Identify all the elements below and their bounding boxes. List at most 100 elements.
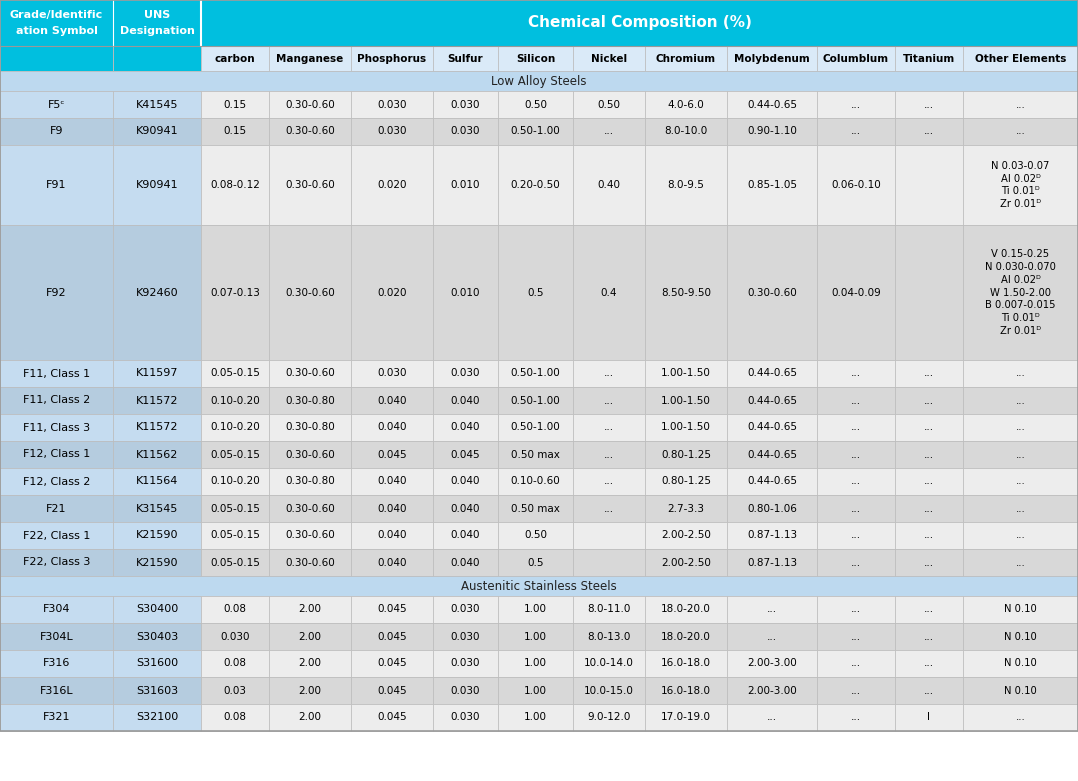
Text: ...: ... — [924, 369, 934, 379]
Bar — [0, 495, 113, 522]
Text: l: l — [927, 712, 930, 722]
Text: 0.040: 0.040 — [451, 504, 481, 513]
Text: ...: ... — [1015, 558, 1025, 568]
Text: 0.30-0.60: 0.30-0.60 — [285, 287, 335, 298]
Text: 0.045: 0.045 — [377, 604, 406, 615]
Bar — [113, 360, 201, 387]
Bar — [270, 650, 351, 677]
Bar — [351, 145, 433, 225]
Text: 0.06-0.10: 0.06-0.10 — [831, 180, 881, 190]
Bar — [270, 704, 351, 731]
Text: Grade/Identific: Grade/Identific — [10, 9, 103, 20]
Text: K90941: K90941 — [136, 180, 178, 190]
Text: 0.30-0.80: 0.30-0.80 — [285, 395, 335, 405]
Text: 0.030: 0.030 — [451, 658, 481, 669]
Bar — [113, 225, 201, 360]
Text: 1.00: 1.00 — [524, 712, 547, 722]
Text: Designation: Designation — [120, 27, 194, 36]
Text: 0.040: 0.040 — [451, 476, 481, 487]
Text: Other Elements: Other Elements — [975, 54, 1066, 63]
Text: 0.50: 0.50 — [524, 530, 547, 540]
Text: 0.30-0.60: 0.30-0.60 — [285, 99, 335, 109]
Text: 0.50: 0.50 — [597, 99, 621, 109]
Bar — [817, 387, 895, 414]
Text: 2.00-3.00: 2.00-3.00 — [747, 686, 797, 696]
Bar — [113, 118, 201, 145]
Text: 0.040: 0.040 — [377, 530, 406, 540]
Bar — [645, 468, 727, 495]
Bar — [498, 91, 573, 118]
Bar — [0, 414, 113, 441]
Text: 0.44-0.65: 0.44-0.65 — [747, 450, 797, 459]
Bar — [433, 596, 498, 623]
Text: 0.44-0.65: 0.44-0.65 — [747, 476, 797, 487]
Bar — [645, 414, 727, 441]
Text: F11, Class 3: F11, Class 3 — [23, 423, 91, 433]
Bar — [433, 414, 498, 441]
Text: ...: ... — [924, 476, 934, 487]
Text: Nickel: Nickel — [591, 54, 627, 63]
Bar — [270, 118, 351, 145]
Text: 0.040: 0.040 — [451, 558, 481, 568]
Text: K41545: K41545 — [136, 99, 178, 109]
Text: F304: F304 — [43, 604, 70, 615]
Text: F11, Class 1: F11, Class 1 — [23, 369, 91, 379]
Text: 0.30-0.80: 0.30-0.80 — [285, 476, 335, 487]
Text: 0.44-0.65: 0.44-0.65 — [747, 99, 797, 109]
Bar — [201, 549, 270, 576]
Bar — [351, 549, 433, 576]
Text: 8.50-9.50: 8.50-9.50 — [661, 287, 711, 298]
Bar — [201, 118, 270, 145]
Text: K11562: K11562 — [136, 450, 178, 459]
Bar — [895, 596, 963, 623]
Bar — [270, 596, 351, 623]
Text: 0.4: 0.4 — [600, 287, 618, 298]
Text: 0.045: 0.045 — [377, 712, 406, 722]
Bar — [201, 414, 270, 441]
Bar — [433, 468, 498, 495]
Bar — [895, 145, 963, 225]
Bar — [573, 468, 645, 495]
Bar — [498, 495, 573, 522]
Text: 1.00-1.50: 1.00-1.50 — [661, 395, 710, 405]
Bar — [727, 468, 817, 495]
Bar — [645, 225, 727, 360]
Text: 0.90-1.10: 0.90-1.10 — [747, 127, 797, 137]
Text: 0.15: 0.15 — [223, 99, 247, 109]
Bar — [433, 704, 498, 731]
Bar — [817, 623, 895, 650]
Bar — [433, 46, 498, 71]
Bar — [498, 145, 573, 225]
Text: 2.7-3.3: 2.7-3.3 — [667, 504, 705, 513]
Text: ...: ... — [851, 530, 861, 540]
Text: 0.040: 0.040 — [377, 395, 406, 405]
Text: ...: ... — [766, 712, 777, 722]
Text: K11597: K11597 — [136, 369, 178, 379]
Text: 0.040: 0.040 — [377, 476, 406, 487]
Text: 0.5: 0.5 — [527, 287, 543, 298]
Text: 0.30-0.60: 0.30-0.60 — [285, 127, 335, 137]
Bar — [817, 677, 895, 704]
Text: 0.30-0.60: 0.30-0.60 — [285, 450, 335, 459]
Text: Low Alloy Steels: Low Alloy Steels — [492, 74, 586, 87]
Text: ...: ... — [851, 476, 861, 487]
Text: 16.0-18.0: 16.0-18.0 — [661, 658, 711, 669]
Text: S31600: S31600 — [136, 658, 178, 669]
Text: S31603: S31603 — [136, 686, 178, 696]
Bar — [573, 118, 645, 145]
Bar — [351, 225, 433, 360]
Bar — [963, 549, 1078, 576]
Bar — [433, 522, 498, 549]
Bar — [573, 387, 645, 414]
Text: ...: ... — [851, 604, 861, 615]
Text: F91: F91 — [46, 180, 67, 190]
Text: ...: ... — [1015, 395, 1025, 405]
Text: 0.08-0.12: 0.08-0.12 — [210, 180, 260, 190]
Bar — [351, 118, 433, 145]
Text: ...: ... — [1015, 504, 1025, 513]
Bar — [645, 623, 727, 650]
Bar — [433, 118, 498, 145]
Text: 8.0-13.0: 8.0-13.0 — [588, 632, 631, 641]
Bar — [351, 495, 433, 522]
Text: 0.05-0.15: 0.05-0.15 — [210, 450, 260, 459]
